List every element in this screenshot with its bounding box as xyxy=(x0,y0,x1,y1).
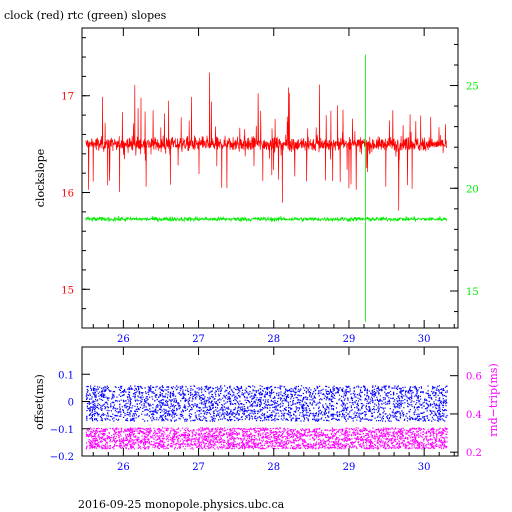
bottom-y2-tick-label: 0.2 xyxy=(466,448,482,459)
top-x-tick-label: 28 xyxy=(267,334,280,345)
chart-title: clock (red) rtc (green) slopes xyxy=(4,9,167,22)
top-x-tick-label: 30 xyxy=(418,334,431,345)
bottom-y-tick-label: 0.1 xyxy=(58,370,74,381)
bottom-y-tick-label: −0.1 xyxy=(50,425,74,436)
bottom-blue-series xyxy=(85,385,448,422)
bottom-magenta-series xyxy=(85,427,448,450)
top-green-series xyxy=(85,54,448,322)
top-y-ticks: 15 16 17 xyxy=(61,37,90,310)
bottom-y2-tick-label: 0.4 xyxy=(466,410,482,421)
bottom-x-tick-label: 27 xyxy=(192,462,205,473)
top-x-tick-label: 26 xyxy=(117,334,130,345)
rtc-slope-line xyxy=(85,215,448,223)
top-y2-ticks: 15 20 25 xyxy=(450,43,479,313)
roundtrip-points xyxy=(85,427,448,450)
top-y-tick-label: 17 xyxy=(61,92,74,103)
bottom-x-tick-label: 30 xyxy=(418,462,431,473)
bottom-x-tick-label: 26 xyxy=(117,462,130,473)
top-y-tick-label: 16 xyxy=(61,189,74,200)
top-x-tick-label: 27 xyxy=(192,334,205,345)
bottom-y-tick-label: −0.2 xyxy=(50,452,74,463)
top-x-tick-label: 29 xyxy=(343,334,356,345)
offset-points xyxy=(85,385,448,422)
bottom-y2-axis-label: rnd−trip(ms) xyxy=(487,363,500,437)
top-red-series xyxy=(85,72,448,211)
top-y-tick-label: 15 xyxy=(61,285,74,296)
top-y2-tick-label: 20 xyxy=(466,184,479,195)
bottom-y2-ticks: 0.6 0.4 0.2 xyxy=(450,372,482,459)
bottom-x-ticks: 26 27 28 29 30 xyxy=(92,347,455,473)
bottom-x-tick-label: 29 xyxy=(343,462,356,473)
top-panel: 26 27 28 29 30 15 16 17 15 20 25 clockslope xyxy=(34,27,479,345)
clock-slope-line xyxy=(85,72,448,211)
footer-text: 2016-09-25 monopole.physics.ubc.ca xyxy=(78,498,285,511)
top-y-axis-label: clockslope xyxy=(34,149,47,207)
bottom-panel: 26 27 28 29 30 0.1 0 −0.1 −0.2 0.6 0.4 0.2 offset… xyxy=(33,346,500,473)
bottom-y-axis-label: offset(ms) xyxy=(33,374,46,430)
top-y2-tick-label: 15 xyxy=(466,287,479,298)
bottom-x-tick-label: 28 xyxy=(267,462,280,473)
top-x-ticks: 26 27 28 29 30 xyxy=(92,28,455,345)
bottom-y-tick-label: 0 xyxy=(68,398,74,409)
bottom-y2-tick-label: 0.6 xyxy=(466,372,482,383)
top-plot-frame xyxy=(81,27,459,329)
top-y2-tick-label: 25 xyxy=(466,82,479,93)
bottom-y-ticks: 0.1 0 −0.1 −0.2 xyxy=(50,370,90,463)
